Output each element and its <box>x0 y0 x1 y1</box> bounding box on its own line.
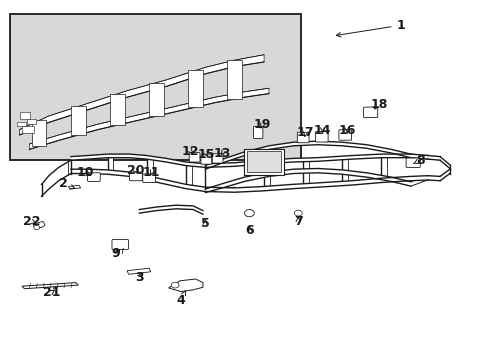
Polygon shape <box>110 94 124 125</box>
Polygon shape <box>71 169 427 192</box>
FancyBboxPatch shape <box>112 239 128 249</box>
Polygon shape <box>185 166 191 184</box>
FancyBboxPatch shape <box>189 153 200 162</box>
Polygon shape <box>33 221 45 228</box>
Polygon shape <box>303 162 308 184</box>
Circle shape <box>294 210 302 216</box>
Text: 7: 7 <box>293 215 302 228</box>
Text: 2: 2 <box>59 177 75 190</box>
FancyBboxPatch shape <box>142 174 155 183</box>
Text: 12: 12 <box>182 145 199 158</box>
Bar <box>246 151 281 172</box>
Polygon shape <box>149 83 163 116</box>
Polygon shape <box>264 164 269 186</box>
Polygon shape <box>227 60 242 99</box>
FancyBboxPatch shape <box>87 173 100 181</box>
Text: 11: 11 <box>142 166 160 179</box>
Text: 10: 10 <box>77 166 94 179</box>
FancyBboxPatch shape <box>129 172 142 181</box>
Polygon shape <box>29 88 268 149</box>
Text: 15: 15 <box>197 148 215 161</box>
FancyBboxPatch shape <box>201 155 211 164</box>
Polygon shape <box>68 185 81 189</box>
FancyBboxPatch shape <box>297 132 308 143</box>
FancyBboxPatch shape <box>315 131 327 142</box>
Text: 16: 16 <box>338 124 355 137</box>
Text: 5: 5 <box>201 217 209 230</box>
Text: 6: 6 <box>244 224 253 237</box>
Bar <box>10 14 300 160</box>
FancyBboxPatch shape <box>363 107 377 117</box>
Bar <box>17 122 26 126</box>
Polygon shape <box>188 71 203 107</box>
Text: 3: 3 <box>135 271 143 284</box>
Text: 21: 21 <box>42 286 60 299</box>
Text: 14: 14 <box>313 124 331 137</box>
Text: 17: 17 <box>296 126 314 139</box>
Bar <box>27 119 36 124</box>
Circle shape <box>244 210 254 217</box>
Polygon shape <box>32 121 46 147</box>
Text: 8: 8 <box>412 154 424 167</box>
Polygon shape <box>381 158 386 178</box>
Polygon shape <box>139 205 203 214</box>
Circle shape <box>34 225 40 230</box>
Text: 13: 13 <box>213 147 231 159</box>
Text: 20: 20 <box>127 165 144 177</box>
Polygon shape <box>205 141 410 169</box>
Bar <box>22 126 34 133</box>
Polygon shape <box>71 154 427 167</box>
Polygon shape <box>41 160 71 196</box>
Text: 1: 1 <box>336 19 405 37</box>
Polygon shape <box>205 168 410 193</box>
Polygon shape <box>20 55 264 135</box>
FancyBboxPatch shape <box>253 126 263 139</box>
Polygon shape <box>168 279 203 292</box>
Polygon shape <box>342 160 347 181</box>
FancyBboxPatch shape <box>405 158 419 167</box>
Polygon shape <box>107 158 113 170</box>
Bar <box>20 112 30 119</box>
Circle shape <box>171 282 179 288</box>
Bar <box>244 149 283 175</box>
Text: 18: 18 <box>369 98 387 111</box>
Polygon shape <box>22 283 78 289</box>
Text: 19: 19 <box>253 118 271 131</box>
Text: 22: 22 <box>23 215 41 228</box>
Polygon shape <box>127 268 150 274</box>
Polygon shape <box>71 107 85 135</box>
Text: 4: 4 <box>176 291 185 307</box>
FancyBboxPatch shape <box>212 154 223 163</box>
Text: 9: 9 <box>111 247 120 260</box>
FancyBboxPatch shape <box>338 130 351 140</box>
Polygon shape <box>146 159 152 176</box>
